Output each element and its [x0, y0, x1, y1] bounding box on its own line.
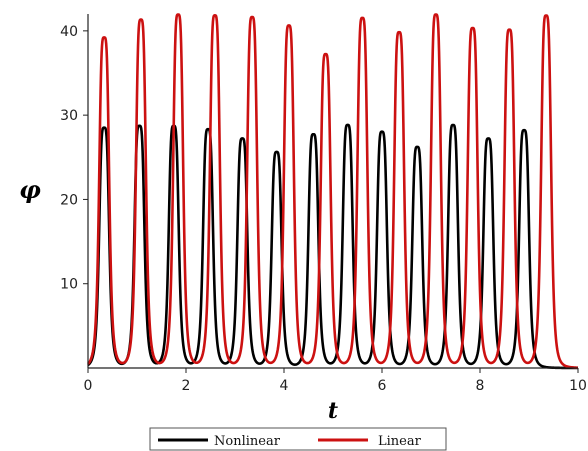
legend-box	[149, 427, 447, 451]
y-axis-label: φ	[19, 175, 41, 204]
x-tick-label: 2	[182, 378, 191, 394]
y-tick-label: 20	[60, 192, 78, 208]
x-tick-label: 10	[569, 378, 587, 394]
ticks-layer: 0 2 4 6 8 10 10 20 30 40	[60, 24, 587, 394]
x-tick-label: 0	[84, 378, 93, 394]
y-tick-label: 10	[60, 277, 78, 293]
x-axis-label: t	[328, 398, 338, 424]
x-tick-label: 8	[476, 378, 485, 394]
x-tick-label: 4	[280, 378, 289, 394]
legend-label-linear: Linear	[378, 434, 422, 449]
y-tick-label: 30	[60, 108, 78, 124]
axes-layer	[87, 14, 578, 369]
series-line-linear	[87, 13, 579, 369]
legend-label-nonlinear: Nonlinear	[214, 434, 281, 449]
y-tick-label: 40	[60, 24, 78, 40]
legend: Nonlinear Linear	[149, 427, 447, 451]
series-layer	[87, 13, 579, 370]
series-line-nonlinear	[87, 123, 579, 370]
x-tick-label: 6	[378, 378, 387, 394]
